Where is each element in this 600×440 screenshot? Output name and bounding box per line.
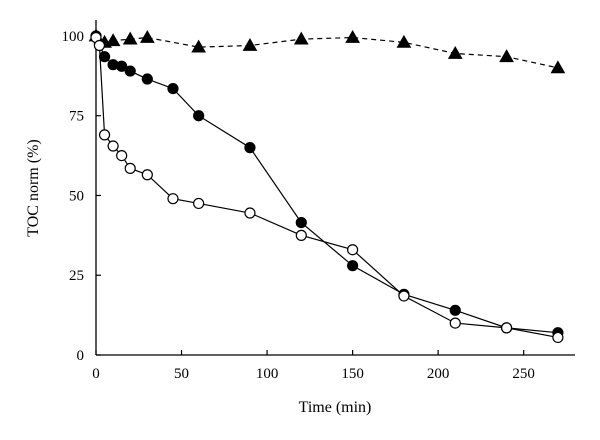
data-point-open-circle: [500, 322, 513, 334]
data-point-triangle: [396, 34, 412, 48]
data-point-open-circle: [167, 193, 179, 205]
data-point-open-circle: [141, 169, 153, 181]
data-point-filled-circle: [141, 73, 153, 85]
data-point-filled-circle: [244, 142, 256, 154]
y-tick-label: 50: [69, 188, 84, 204]
x-ticks: 0 50 100 150 200 250: [92, 350, 535, 382]
data-point-triangle: [293, 31, 309, 45]
data-point-filled-circle: [124, 65, 136, 77]
y-tick-label: 0: [77, 348, 85, 364]
data-point-filled-circle: [449, 304, 461, 316]
data-point-open-circle: [124, 162, 136, 174]
x-tick-label: 150: [341, 366, 364, 382]
series-line: [95, 35, 558, 334]
series-layer: [88, 28, 566, 344]
data-point-triangle: [242, 38, 258, 51]
data-point-triangle: [105, 33, 121, 47]
series-line: [95, 35, 559, 69]
series-line: [95, 37, 559, 339]
data-point-triangle: [345, 30, 360, 43]
x-tick-label: 0: [92, 366, 100, 382]
data-point-triangle: [550, 60, 566, 74]
series-circle-open: [90, 31, 564, 344]
data-point-open-circle: [193, 197, 205, 210]
y-tick-label: 100: [62, 29, 85, 45]
y-tick-label: 25: [69, 268, 84, 284]
data-point-open-circle: [347, 244, 359, 256]
data-point-open-circle: [116, 149, 128, 162]
x-tick-label: 200: [427, 366, 450, 382]
data-point-open-circle: [93, 39, 106, 52]
x-axis-label: Time (min): [299, 399, 372, 416]
data-point-filled-circle: [193, 110, 205, 122]
x-tick-label: 250: [512, 366, 535, 382]
y-axis-label: TOC norm (%): [25, 139, 42, 236]
series-circle-filled: [90, 30, 564, 339]
data-point-open-circle: [398, 290, 410, 302]
data-point-filled-circle: [116, 60, 128, 72]
data-point-triangle: [191, 39, 207, 53]
data-point-open-circle: [107, 140, 119, 152]
data-point-filled-circle: [347, 260, 359, 272]
x-tick-label: 100: [256, 366, 279, 382]
data-point-open-circle: [295, 229, 307, 241]
data-point-open-circle: [552, 331, 564, 344]
data-point-filled-circle: [98, 51, 111, 63]
x-tick-label: 50: [174, 366, 189, 382]
plot-area: 0 50 100 150 200 250 0 25 50 75 100: [62, 20, 575, 382]
data-point-filled-circle: [167, 82, 179, 95]
y-ticks: 0 25 50 75 100: [62, 29, 101, 364]
data-point-filled-circle: [295, 216, 307, 229]
y-tick-label: 75: [69, 109, 84, 125]
data-point-triangle: [447, 45, 463, 59]
data-point-triangle: [499, 49, 514, 63]
data-point-open-circle: [449, 317, 461, 329]
data-point-triangle: [139, 30, 155, 43]
series-triangle-filled: [88, 28, 566, 74]
data-point-open-circle: [98, 129, 111, 141]
data-point-triangle: [122, 31, 138, 45]
data-point-open-circle: [244, 207, 256, 219]
